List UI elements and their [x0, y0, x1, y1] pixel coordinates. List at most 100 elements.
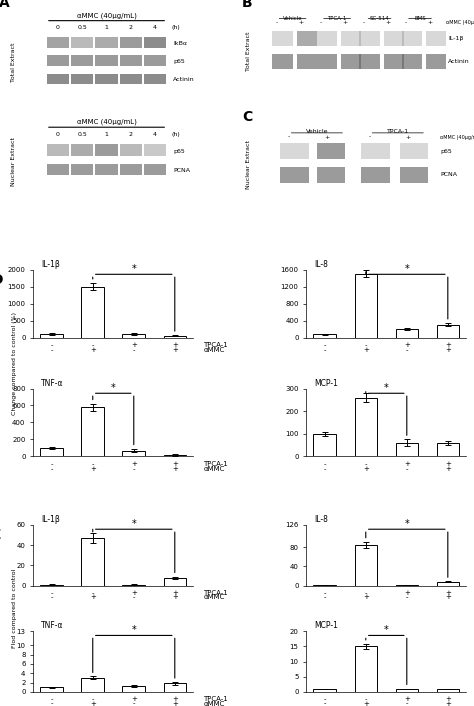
Bar — [71, 164, 93, 176]
Bar — [40, 585, 63, 586]
Text: 0.5: 0.5 — [77, 25, 87, 30]
Text: (h): (h) — [171, 131, 180, 136]
Bar — [71, 73, 93, 85]
Text: *: * — [404, 519, 409, 529]
Text: IL-1β: IL-1β — [41, 260, 60, 269]
Text: 0.5: 0.5 — [77, 131, 87, 136]
Text: Change compared to control (%): Change compared to control (%) — [11, 311, 17, 414]
Bar — [71, 56, 93, 66]
Text: *: * — [131, 519, 136, 529]
Text: TNF-α: TNF-α — [41, 378, 64, 388]
Text: +: + — [363, 594, 369, 601]
Text: +: + — [90, 700, 96, 706]
Text: -: - — [406, 467, 408, 472]
Text: -: - — [133, 700, 135, 706]
Text: -: - — [368, 135, 371, 140]
Text: 0: 0 — [56, 131, 60, 136]
Text: +: + — [445, 467, 451, 472]
Text: +: + — [445, 461, 451, 467]
Bar — [317, 167, 345, 183]
Bar — [355, 397, 377, 457]
Text: IL-1β: IL-1β — [41, 515, 60, 524]
Text: αMMC: αMMC — [203, 347, 225, 354]
Text: -: - — [51, 467, 53, 472]
Bar — [40, 448, 63, 457]
Bar — [313, 689, 336, 692]
Text: *: * — [384, 383, 389, 393]
Text: -: - — [365, 696, 367, 702]
Text: -: - — [275, 20, 278, 25]
Text: 0: 0 — [56, 25, 60, 30]
Text: -: - — [324, 461, 326, 467]
Text: +: + — [445, 594, 451, 601]
Text: 4: 4 — [153, 25, 157, 30]
Text: 4: 4 — [153, 131, 157, 136]
Text: +: + — [172, 467, 178, 472]
Bar — [144, 144, 166, 156]
Bar — [395, 329, 418, 337]
Text: -: - — [406, 347, 408, 354]
Text: Total Extract: Total Extract — [11, 43, 16, 83]
Text: -: - — [324, 594, 326, 601]
Text: +: + — [172, 696, 178, 702]
Text: -: - — [405, 20, 407, 25]
Text: +: + — [363, 347, 369, 354]
Bar — [82, 407, 104, 457]
Text: αMMC (40µg/mL): αMMC (40µg/mL) — [447, 20, 474, 25]
Bar — [402, 54, 422, 69]
Text: *: * — [111, 383, 116, 393]
Bar — [317, 143, 345, 160]
Text: -: - — [324, 467, 326, 472]
Text: Nuclear Extract: Nuclear Extract — [246, 140, 251, 189]
Bar — [95, 164, 118, 176]
Text: *: * — [131, 625, 136, 635]
Bar — [313, 433, 336, 457]
Bar — [40, 334, 63, 337]
Bar — [355, 545, 377, 586]
Text: -: - — [51, 696, 53, 702]
Text: -: - — [51, 594, 53, 601]
Text: *: * — [384, 625, 389, 635]
Text: αMMC (40µg/mL): αMMC (40µg/mL) — [77, 119, 137, 126]
Text: TNF-α: TNF-α — [41, 621, 64, 630]
Text: *: * — [131, 263, 136, 274]
Text: +: + — [172, 590, 178, 596]
Bar — [82, 287, 104, 337]
Bar — [359, 31, 380, 46]
Bar — [122, 686, 145, 692]
Text: +: + — [428, 20, 433, 25]
Text: p65: p65 — [440, 149, 452, 154]
Text: -: - — [51, 461, 53, 467]
Text: Vehicle: Vehicle — [283, 16, 302, 20]
Bar — [273, 54, 292, 69]
Bar — [144, 73, 166, 85]
Bar — [71, 144, 93, 156]
Text: +: + — [90, 347, 96, 354]
Bar — [317, 31, 337, 46]
Bar — [281, 143, 309, 160]
Text: Total Extract: Total Extract — [246, 31, 251, 71]
Bar — [426, 31, 447, 46]
Text: MCP-1: MCP-1 — [314, 378, 338, 388]
Bar — [437, 689, 459, 692]
Text: p65: p65 — [173, 59, 185, 64]
Bar — [355, 647, 377, 692]
Text: +: + — [90, 594, 96, 601]
Bar — [437, 443, 459, 457]
Text: αMMC (40µg/mL): αMMC (40µg/mL) — [77, 12, 137, 19]
Text: -: - — [406, 594, 408, 601]
Text: 1: 1 — [105, 131, 109, 136]
Text: IL-1β: IL-1β — [448, 36, 464, 41]
Bar — [297, 54, 317, 69]
Text: IkBα: IkBα — [173, 41, 187, 46]
Text: +: + — [172, 342, 178, 348]
Bar — [437, 325, 459, 337]
Text: C: C — [242, 110, 252, 124]
Bar — [395, 689, 418, 692]
Text: +: + — [404, 342, 410, 348]
Text: αMMC: αMMC — [203, 467, 225, 472]
Text: +: + — [404, 696, 410, 702]
Text: +: + — [131, 590, 137, 596]
Text: -: - — [51, 347, 53, 354]
Text: *: * — [404, 263, 409, 274]
